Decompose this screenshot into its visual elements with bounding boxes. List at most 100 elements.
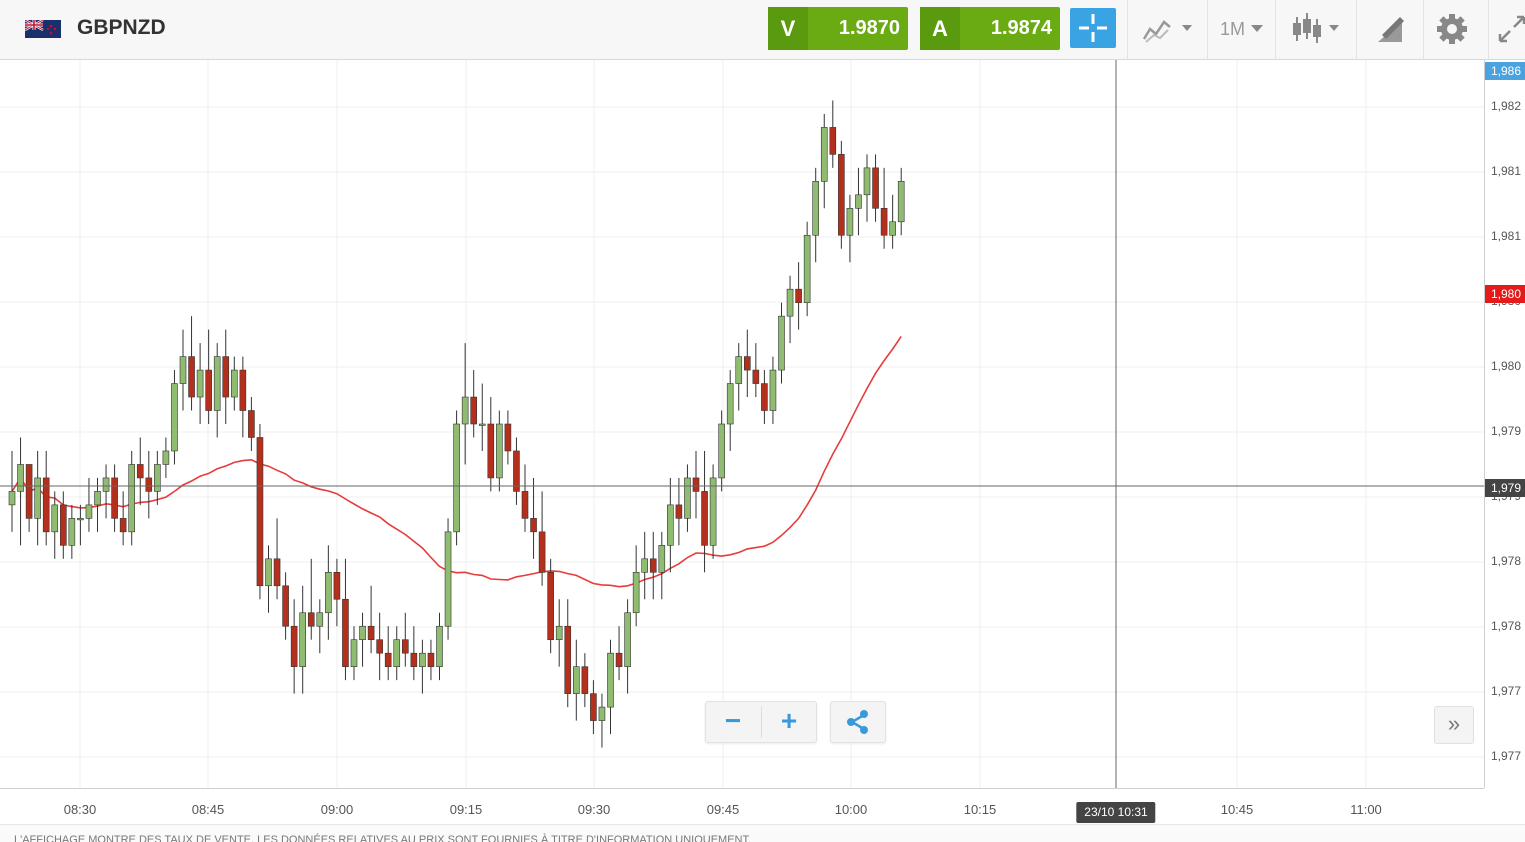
zoom-out-button[interactable]: − [724, 705, 742, 736]
candle-bearish [427, 652, 435, 667]
candle-bullish [162, 450, 170, 465]
candle-bearish [581, 666, 589, 694]
candle-bearish [615, 652, 623, 667]
candle-bullish [265, 558, 272, 587]
candle-bullish [555, 625, 563, 641]
chart-type-button[interactable] [1138, 9, 1198, 49]
crosshair-price-tag: 1,979 [1485, 479, 1525, 497]
candle-bearish [307, 612, 315, 627]
candle-bullish [632, 571, 640, 614]
candle-bullish [419, 652, 426, 667]
candle-bullish [359, 625, 366, 641]
candle-bullish [735, 356, 743, 384]
time-axis: 08:30 08:45 09:00 09:15 09:30 09:45 10:00 10:15… [0, 788, 1484, 825]
candle-bearish [521, 491, 529, 519]
buy-button[interactable]: A 1.9874 [920, 7, 1060, 50]
candle-bearish [59, 504, 67, 546]
timeframe-label: 1M [1220, 19, 1246, 39]
expand-icon [1498, 15, 1525, 43]
candle-bearish [136, 464, 144, 479]
candle-bullish [684, 477, 691, 519]
settings-button[interactable] [1432, 9, 1472, 49]
time-tick-label: 10:00 [834, 802, 868, 817]
candle-bearish [222, 356, 230, 398]
candle-bullish [820, 127, 828, 182]
candle-bearish [530, 518, 537, 533]
candle-bullish [812, 181, 820, 236]
candle-bullish [393, 639, 401, 667]
candle-bearish [376, 639, 383, 654]
last-price-tag: 1,980 [1485, 285, 1525, 303]
candle-bearish [239, 369, 247, 411]
price-tick-label: 1,978 [1491, 619, 1522, 633]
candle-bullish [94, 491, 101, 506]
candles-icon [1293, 13, 1339, 43]
candle-bullish [846, 207, 854, 236]
candle-bullish [128, 464, 135, 533]
buy-price: 1.9874 [990, 17, 1052, 39]
toolbar-divider [1423, 0, 1424, 59]
chevron-down-icon [1251, 25, 1263, 32]
time-tick-label: 10:45 [1220, 802, 1254, 817]
candle-bullish [154, 464, 161, 492]
candle-bearish [42, 477, 50, 533]
crosshair-icon [1079, 14, 1107, 42]
candle-bearish [401, 639, 409, 654]
time-tick-label: 09:00 [320, 802, 354, 817]
candle-bullish [658, 545, 666, 573]
candle-bearish [205, 369, 212, 411]
candle-bearish [256, 437, 264, 587]
candle-bearish [282, 585, 289, 627]
crosshair-button[interactable] [1070, 8, 1116, 48]
candle-bearish [145, 477, 153, 492]
price-tick-label: 1,981 [1491, 164, 1522, 178]
toolbar-divider [1207, 0, 1208, 59]
candle-bullish [496, 423, 503, 479]
price-tick-label: 1,979 [1491, 424, 1522, 438]
toolbar: GBPNZD V 1.9870 A 1.9874 1M [0, 0, 1525, 60]
candle-bullish [478, 423, 486, 426]
drawing-tools-button[interactable] [1370, 9, 1410, 49]
drawing-icon [1378, 17, 1404, 42]
time-tick-label: 09:45 [706, 802, 740, 817]
candle-bearish [119, 518, 127, 533]
timeframe-selector[interactable]: 1M [1214, 9, 1270, 49]
price-tick-label: 1,982 [1491, 99, 1522, 113]
candle-bullish [769, 369, 777, 411]
candle-bearish [290, 625, 298, 667]
candle-bullish [778, 315, 785, 371]
candle-bearish [513, 450, 520, 492]
candle-bearish [692, 477, 700, 492]
candle-bullish [213, 356, 221, 411]
price-tick-label: 1,977 [1491, 749, 1522, 763]
candle-bullish [598, 706, 606, 721]
candle-bullish [897, 181, 905, 223]
candle-bullish [436, 625, 443, 667]
price-chart[interactable] [0, 60, 1484, 788]
candle-bullish [889, 221, 896, 236]
candle-bearish [410, 652, 418, 667]
candle-bearish [470, 396, 478, 425]
candle-bearish [761, 383, 768, 411]
candle-bullish [803, 234, 811, 303]
share-button[interactable] [830, 701, 886, 743]
toolbar-divider [1488, 0, 1489, 59]
candle-bullish [316, 612, 324, 627]
zoom-in-button[interactable]: + [780, 705, 798, 736]
crosshair-time-tag: 23/10 10:31 [1076, 802, 1156, 823]
fullscreen-button[interactable] [1494, 9, 1525, 49]
sell-button[interactable]: V 1.9870 [768, 7, 908, 50]
candle-bullish [231, 369, 238, 398]
candle-bullish [8, 491, 16, 506]
candle-bearish [248, 410, 255, 438]
candle-bearish [880, 207, 888, 236]
candle-bullish [85, 504, 93, 519]
candle-bullish [718, 423, 725, 479]
time-tick-label: 11:00 [1350, 802, 1382, 817]
candle-bullish [77, 518, 84, 521]
candle-bearish [829, 127, 837, 155]
moving-average-line [11, 335, 902, 588]
candles-button[interactable] [1287, 9, 1347, 49]
scroll-to-latest-button[interactable]: » [1434, 706, 1474, 744]
price-tick-label: 1,978 [1491, 554, 1522, 568]
